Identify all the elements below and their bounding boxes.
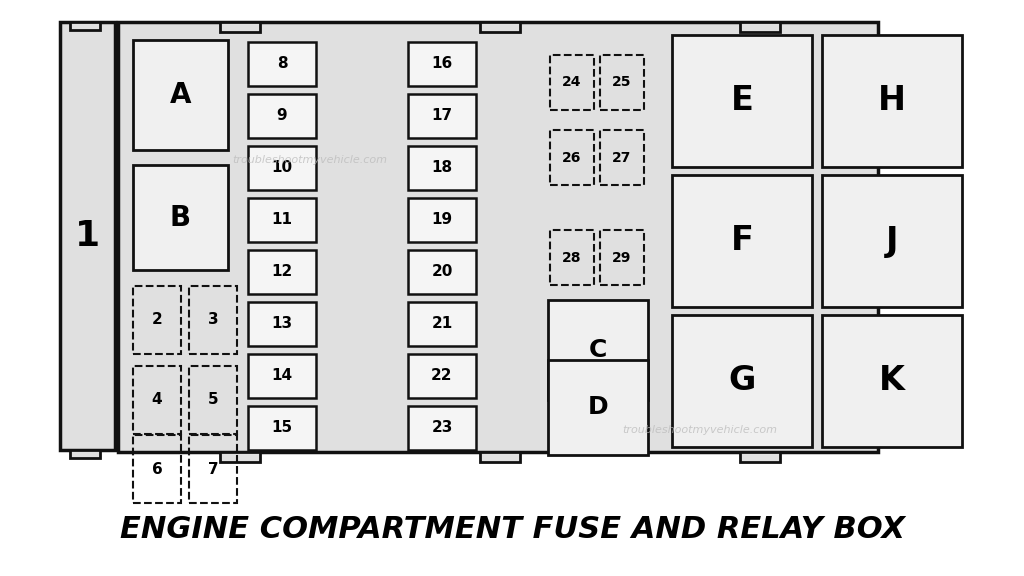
Text: 25: 25 bbox=[612, 75, 632, 89]
Bar bbox=[133, 435, 181, 503]
Text: 22: 22 bbox=[431, 369, 453, 384]
Bar bbox=[220, 452, 260, 462]
Text: 14: 14 bbox=[271, 369, 293, 384]
Text: 13: 13 bbox=[271, 316, 293, 332]
Bar bbox=[408, 42, 476, 86]
Bar bbox=[189, 286, 237, 354]
Text: 7: 7 bbox=[208, 461, 218, 476]
Text: E: E bbox=[730, 85, 754, 118]
Bar bbox=[600, 230, 644, 285]
Text: J: J bbox=[886, 225, 898, 257]
Text: troubleshootmyvehicle.com: troubleshootmyvehicle.com bbox=[232, 155, 387, 165]
Text: 23: 23 bbox=[431, 420, 453, 435]
Text: 2: 2 bbox=[152, 313, 163, 328]
Bar bbox=[408, 250, 476, 294]
Bar bbox=[189, 435, 237, 503]
Text: 16: 16 bbox=[431, 56, 453, 71]
Bar bbox=[548, 300, 648, 400]
Text: 18: 18 bbox=[431, 161, 453, 176]
Bar bbox=[408, 302, 476, 346]
Text: 21: 21 bbox=[431, 316, 453, 332]
Bar bbox=[408, 198, 476, 242]
Bar bbox=[248, 354, 316, 398]
Bar bbox=[550, 55, 594, 110]
Text: 4: 4 bbox=[152, 392, 163, 407]
Text: A: A bbox=[170, 81, 191, 109]
Bar bbox=[70, 450, 100, 458]
Bar bbox=[118, 22, 878, 452]
Text: D: D bbox=[588, 396, 608, 419]
Text: 5: 5 bbox=[208, 392, 218, 407]
Text: 27: 27 bbox=[612, 150, 632, 165]
Bar bbox=[672, 175, 812, 307]
Text: 1: 1 bbox=[75, 219, 100, 253]
Bar bbox=[672, 35, 812, 167]
Text: troubleshootmyvehicle.com: troubleshootmyvehicle.com bbox=[623, 425, 777, 435]
Bar bbox=[133, 366, 181, 434]
Bar bbox=[248, 146, 316, 190]
Bar bbox=[740, 452, 780, 462]
Bar bbox=[822, 175, 962, 307]
Text: 15: 15 bbox=[271, 420, 293, 435]
Text: 24: 24 bbox=[562, 75, 582, 89]
Text: 19: 19 bbox=[431, 213, 453, 228]
Bar bbox=[408, 146, 476, 190]
Bar bbox=[408, 94, 476, 138]
Bar bbox=[550, 130, 594, 185]
Bar bbox=[248, 406, 316, 450]
Text: B: B bbox=[170, 203, 191, 232]
Bar bbox=[248, 302, 316, 346]
Bar bbox=[60, 22, 115, 450]
Text: 28: 28 bbox=[562, 251, 582, 264]
Text: 11: 11 bbox=[271, 213, 293, 228]
Text: 8: 8 bbox=[276, 56, 288, 71]
Bar bbox=[248, 198, 316, 242]
Text: ENGINE COMPARTMENT FUSE AND RELAY BOX: ENGINE COMPARTMENT FUSE AND RELAY BOX bbox=[120, 516, 904, 544]
Bar bbox=[548, 360, 648, 455]
Text: 10: 10 bbox=[271, 161, 293, 176]
Bar bbox=[133, 286, 181, 354]
Bar bbox=[600, 55, 644, 110]
Text: 9: 9 bbox=[276, 108, 288, 123]
Text: H: H bbox=[878, 85, 906, 118]
Text: 20: 20 bbox=[431, 264, 453, 279]
Bar bbox=[480, 22, 520, 32]
Text: 3: 3 bbox=[208, 313, 218, 328]
Bar bbox=[740, 22, 780, 32]
Text: 6: 6 bbox=[152, 461, 163, 476]
Text: C: C bbox=[589, 338, 607, 362]
Bar bbox=[133, 40, 228, 150]
Bar bbox=[248, 250, 316, 294]
Bar bbox=[822, 35, 962, 167]
Bar bbox=[220, 22, 260, 32]
Bar bbox=[600, 130, 644, 185]
Text: G: G bbox=[728, 365, 756, 397]
Bar bbox=[672, 315, 812, 447]
Bar bbox=[248, 94, 316, 138]
Bar bbox=[248, 42, 316, 86]
Bar bbox=[408, 406, 476, 450]
Bar bbox=[70, 22, 100, 30]
Bar bbox=[133, 165, 228, 270]
Bar bbox=[550, 230, 594, 285]
Bar bbox=[408, 354, 476, 398]
Bar bbox=[480, 452, 520, 462]
Text: F: F bbox=[730, 225, 754, 257]
Text: 26: 26 bbox=[562, 150, 582, 165]
Text: 29: 29 bbox=[612, 251, 632, 264]
Bar bbox=[822, 315, 962, 447]
Text: 17: 17 bbox=[431, 108, 453, 123]
Text: 12: 12 bbox=[271, 264, 293, 279]
Text: K: K bbox=[879, 365, 905, 397]
Bar bbox=[189, 366, 237, 434]
